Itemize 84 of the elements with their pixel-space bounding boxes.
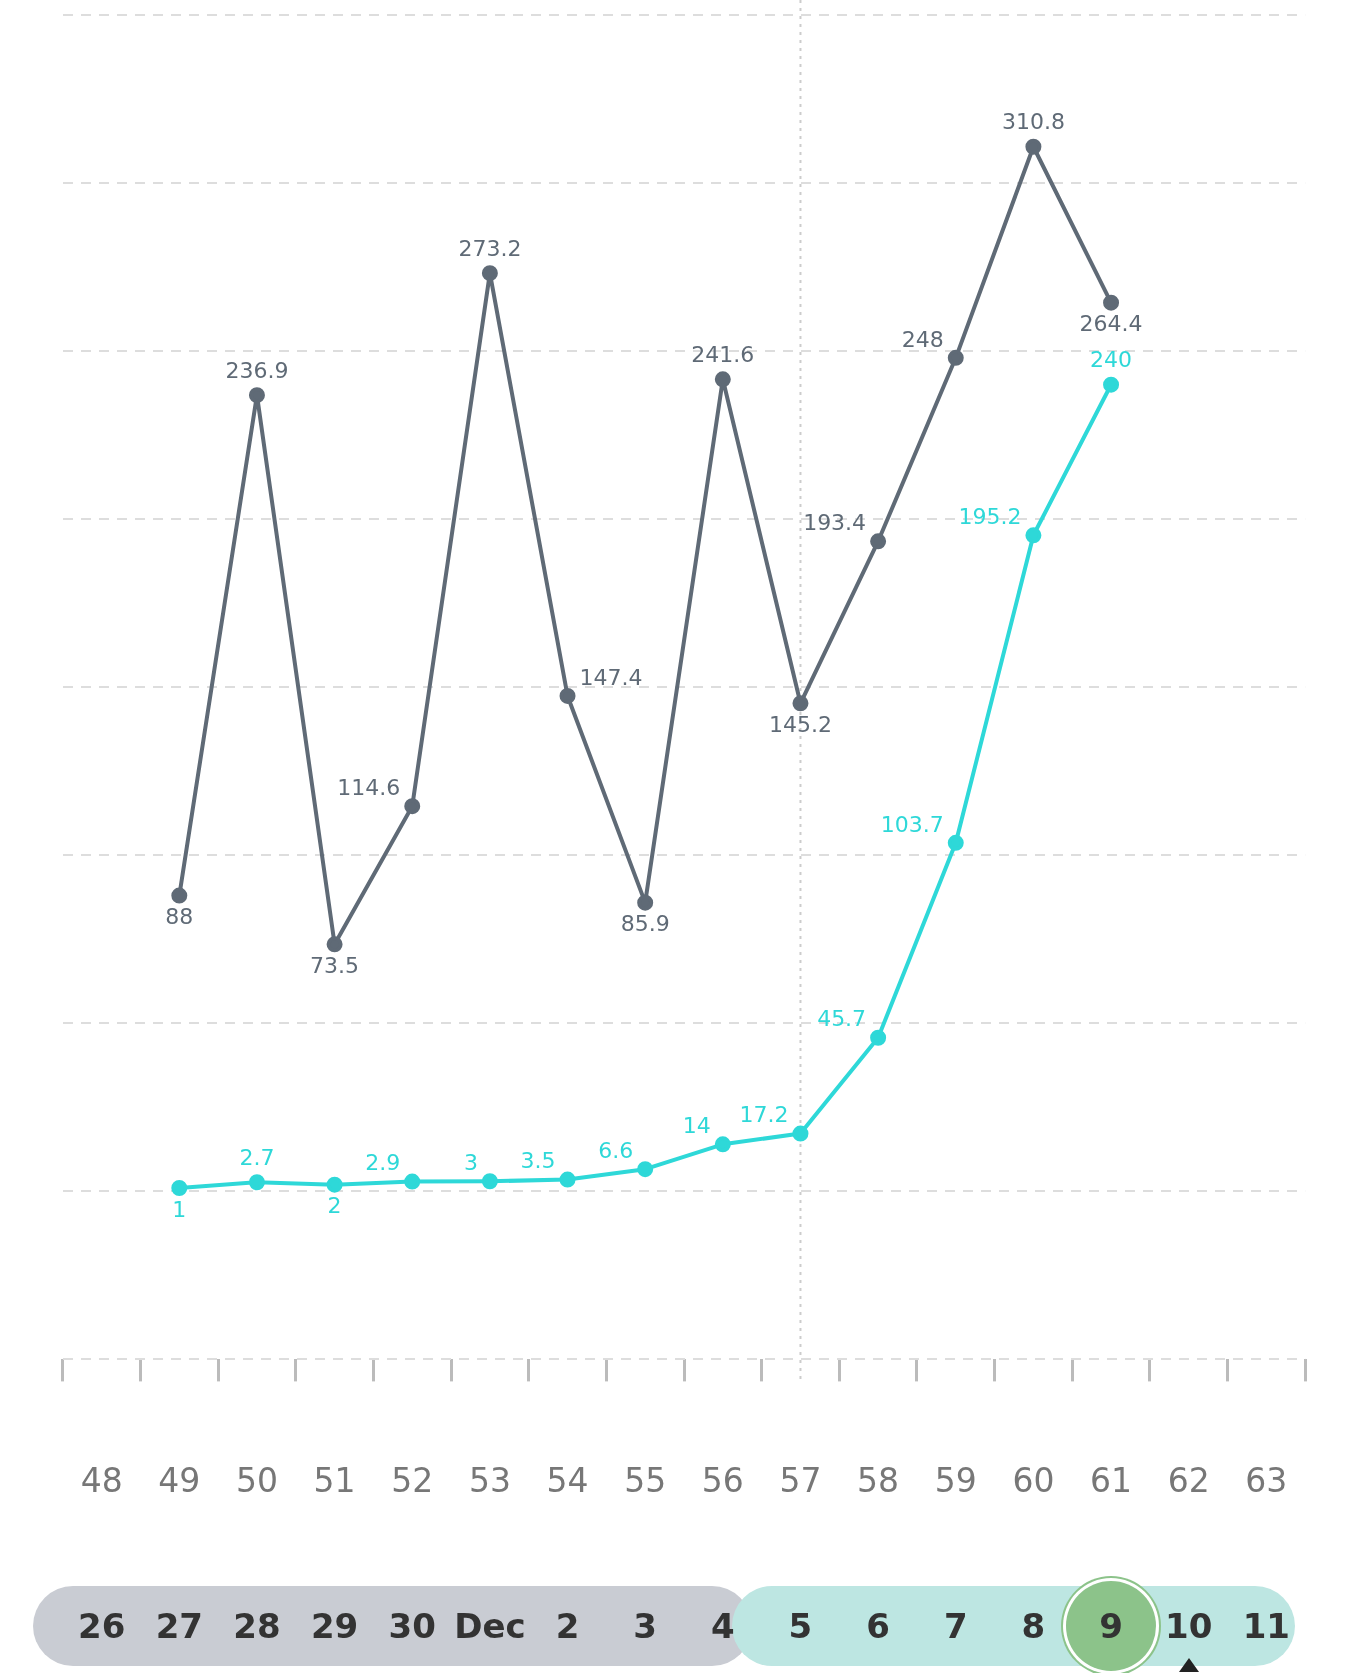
x-tick-label: 52 [391,1460,434,1500]
point [714,1136,731,1153]
point [559,1171,576,1188]
x-tick-label: 53 [468,1460,511,1500]
data-label: 147.4 [579,664,643,690]
x-tick-label: 50 [235,1460,278,1500]
data-label: 45.7 [817,1006,867,1032]
text: 7 [942,1605,969,1648]
point [248,1174,265,1191]
x-tick-label: 57 [779,1460,822,1500]
data-label: 88 [165,904,194,930]
point [947,349,964,366]
point [404,798,421,815]
data-label: 248 [901,326,944,352]
point [1103,376,1120,393]
data-label: 240 [1090,347,1133,373]
point [404,1173,421,1190]
data-label: 2.9 [365,1150,401,1176]
text: 8 [1020,1605,1047,1648]
data-label: 264.4 [1079,311,1143,337]
point [792,1125,809,1142]
x-tick-label: 59 [934,1460,977,1500]
x-tick-label: 51 [313,1460,356,1500]
point [171,887,188,904]
point [481,265,498,282]
data-label: 241.6 [691,342,755,368]
data-label: 6.6 [598,1137,634,1163]
text: 26 [77,1605,127,1648]
data-label: 14 [682,1113,711,1139]
data-label: 3 [463,1149,478,1175]
text: 4 [709,1605,736,1648]
x-tick-label: 58 [857,1460,900,1500]
text: 3 [632,1605,658,1648]
x-tick-label: 62 [1167,1460,1210,1500]
data-label: 85.9 [620,911,670,937]
data-label: 195.2 [958,504,1022,529]
text: 28 [232,1605,282,1648]
text: 6 [865,1605,891,1648]
point [870,1029,887,1046]
text: 30 [387,1605,437,1648]
data-label: 2.7 [239,1144,275,1170]
data-label: 236.9 [225,357,289,383]
text: 29 [309,1605,360,1648]
text: 5 [787,1605,814,1648]
point [171,1179,188,1196]
point [870,533,887,550]
point [326,1176,343,1193]
text: 9 [1098,1605,1124,1648]
x-tick-label: 55 [624,1460,667,1500]
data-label: 103.7 [880,811,944,837]
data-label: 145.2 [768,712,832,738]
text: Dec [453,1605,527,1648]
x-tick-label: 60 [1012,1460,1055,1500]
point [248,387,265,404]
data-label: 193.4 [803,510,867,536]
point [326,936,343,953]
point [1103,294,1120,311]
data-label: 114.6 [337,774,401,800]
point [637,894,654,911]
text: 2 [554,1605,581,1648]
x-tick-label: 61 [1090,1460,1133,1500]
text: 10 [1164,1605,1214,1648]
x-tick-label: 63 [1245,1460,1288,1500]
data-label: 273.2 [458,235,522,261]
x-tick-label: 49 [158,1460,201,1500]
x-tick-label: 54 [546,1460,589,1500]
point [1025,527,1042,544]
point [792,695,809,712]
data-label: 73.5 [310,953,360,979]
text: 11 [1241,1605,1291,1648]
point [481,1173,498,1190]
point [559,687,576,704]
data-label: 310.8 [1001,109,1065,135]
point [947,834,964,851]
data-label: 2 [327,1193,342,1219]
point [714,371,731,388]
data-label: 3.5 [520,1148,556,1174]
point [1025,138,1042,155]
x-tick-label: 48 [80,1460,123,1500]
x-tick-label: 56 [701,1460,744,1500]
text: 27 [154,1605,204,1648]
data-label: 1 [172,1196,187,1222]
point [637,1161,654,1178]
data-label: 17.2 [739,1102,789,1128]
